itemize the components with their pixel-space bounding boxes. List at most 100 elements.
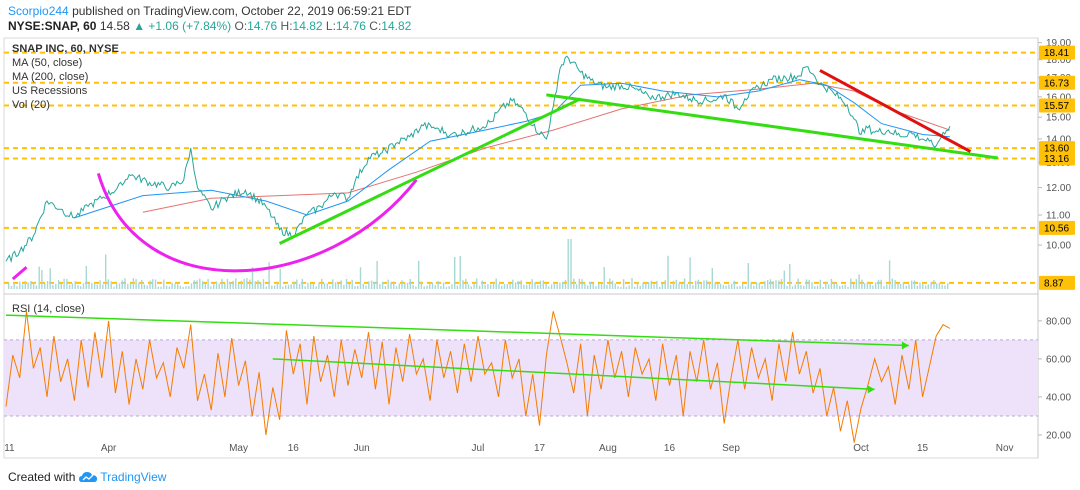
volume-bar bbox=[703, 280, 705, 289]
volume-bar bbox=[606, 284, 608, 289]
volume-bar bbox=[794, 284, 797, 289]
volume-bar bbox=[836, 283, 838, 289]
volume-bar bbox=[481, 280, 484, 289]
volume-bar bbox=[708, 281, 711, 289]
chart-header: Scorpio244 published on TradingView.com,… bbox=[0, 0, 1080, 36]
volume-bar bbox=[196, 280, 198, 289]
volume-bar bbox=[573, 278, 575, 289]
volume-bar bbox=[96, 284, 98, 289]
volume-bar bbox=[102, 284, 104, 289]
cup-curve[interactable] bbox=[96, 173, 418, 273]
volume-bar bbox=[80, 286, 82, 289]
volume-bar bbox=[742, 284, 744, 289]
volume-bar bbox=[755, 282, 758, 289]
volume-bar bbox=[13, 283, 15, 289]
cup-curve-stub[interactable] bbox=[11, 266, 28, 281]
low-label: L: bbox=[325, 19, 336, 33]
volume-bar bbox=[93, 282, 96, 289]
volume-bar bbox=[307, 282, 309, 289]
price-level-label: 16.73 bbox=[1044, 78, 1069, 89]
volume-bar bbox=[586, 285, 589, 289]
volume-bar bbox=[429, 284, 431, 289]
volume-bar bbox=[714, 282, 716, 289]
volume-bar bbox=[337, 283, 339, 289]
volume-bar bbox=[185, 286, 187, 289]
volume-bar bbox=[121, 280, 123, 289]
volume-bar bbox=[833, 282, 835, 289]
volume-bar bbox=[476, 278, 478, 289]
volume-bar bbox=[564, 279, 567, 289]
volume-bar bbox=[567, 239, 569, 289]
volume-bar bbox=[340, 280, 342, 289]
volume-bar bbox=[863, 283, 866, 289]
volume-bar bbox=[492, 282, 495, 289]
volume-bar bbox=[77, 285, 79, 289]
rsi-upper-trendline[interactable] bbox=[5, 314, 909, 347]
volume-bar bbox=[379, 284, 381, 289]
volume-bar bbox=[719, 283, 722, 289]
volume-bar bbox=[456, 285, 459, 289]
volume-bar bbox=[354, 286, 356, 289]
volume-bar bbox=[138, 282, 140, 289]
volume-bar bbox=[370, 280, 373, 289]
volume-bar bbox=[268, 262, 270, 289]
volume-bar bbox=[254, 281, 256, 289]
volume-bar bbox=[844, 284, 846, 289]
volume-bar bbox=[686, 284, 688, 289]
volume-bar bbox=[237, 283, 240, 289]
volume-bar bbox=[778, 280, 780, 289]
volume-bar bbox=[221, 278, 223, 289]
volume-bar bbox=[415, 286, 417, 289]
volume-bar bbox=[888, 260, 891, 289]
neckline-trendline[interactable] bbox=[546, 93, 999, 160]
volume-bar bbox=[911, 280, 913, 289]
volume-bar bbox=[190, 283, 193, 289]
volume-bar bbox=[24, 281, 26, 289]
volume-bar bbox=[262, 279, 265, 289]
volume-bar bbox=[163, 279, 165, 289]
volume-bar bbox=[650, 280, 652, 289]
volume-bar bbox=[814, 286, 816, 289]
volume-bar bbox=[872, 285, 874, 289]
volume-bar bbox=[99, 280, 101, 289]
volume-bar bbox=[418, 260, 420, 289]
resistance-trendline[interactable] bbox=[819, 69, 972, 153]
price-level-badge bbox=[1039, 220, 1075, 235]
volume-bar bbox=[769, 279, 772, 289]
volume-bar bbox=[805, 279, 808, 289]
rsi-upper-arrowhead bbox=[901, 341, 909, 350]
volume-bar bbox=[880, 279, 882, 289]
rsi-lower-trendline[interactable] bbox=[272, 358, 875, 391]
volume-bar bbox=[265, 286, 267, 289]
volume-bar bbox=[376, 260, 378, 289]
volume-bar bbox=[850, 278, 852, 289]
volume-bar bbox=[634, 286, 636, 289]
volume-bar bbox=[944, 285, 946, 289]
volume-bar bbox=[830, 278, 833, 289]
volume-bar bbox=[575, 284, 578, 289]
author-link[interactable]: Scorpio244 bbox=[8, 4, 69, 18]
volume-bar bbox=[659, 286, 661, 289]
volume-bar bbox=[323, 283, 326, 289]
time-tick-label: Jun bbox=[354, 443, 370, 454]
tradingview-logo[interactable]: TradingView bbox=[79, 470, 166, 484]
volume-bar bbox=[628, 285, 630, 289]
volume-bar bbox=[210, 286, 212, 289]
price-change: ▲ +1.06 (+7.84%) bbox=[133, 19, 232, 33]
volume-bar bbox=[827, 284, 830, 289]
time-tick-label: 16 bbox=[288, 443, 300, 454]
volume-bar bbox=[260, 282, 262, 289]
volume-bar bbox=[232, 280, 234, 289]
volume-bar bbox=[445, 287, 448, 289]
volume-bar bbox=[271, 285, 273, 289]
volume-bar bbox=[451, 284, 453, 289]
price-level-badge bbox=[1039, 45, 1075, 60]
volume-bar bbox=[905, 285, 907, 289]
volume-bar bbox=[490, 284, 492, 289]
support-trendline[interactable] bbox=[278, 97, 582, 245]
price-chart[interactable]: 10.0011.0012.0013.0014.0015.0016.0017.00… bbox=[0, 36, 1080, 464]
volume-bar bbox=[786, 286, 788, 289]
volume-bar bbox=[66, 279, 68, 289]
volume-bar bbox=[503, 284, 506, 289]
volume-bar bbox=[609, 278, 611, 289]
